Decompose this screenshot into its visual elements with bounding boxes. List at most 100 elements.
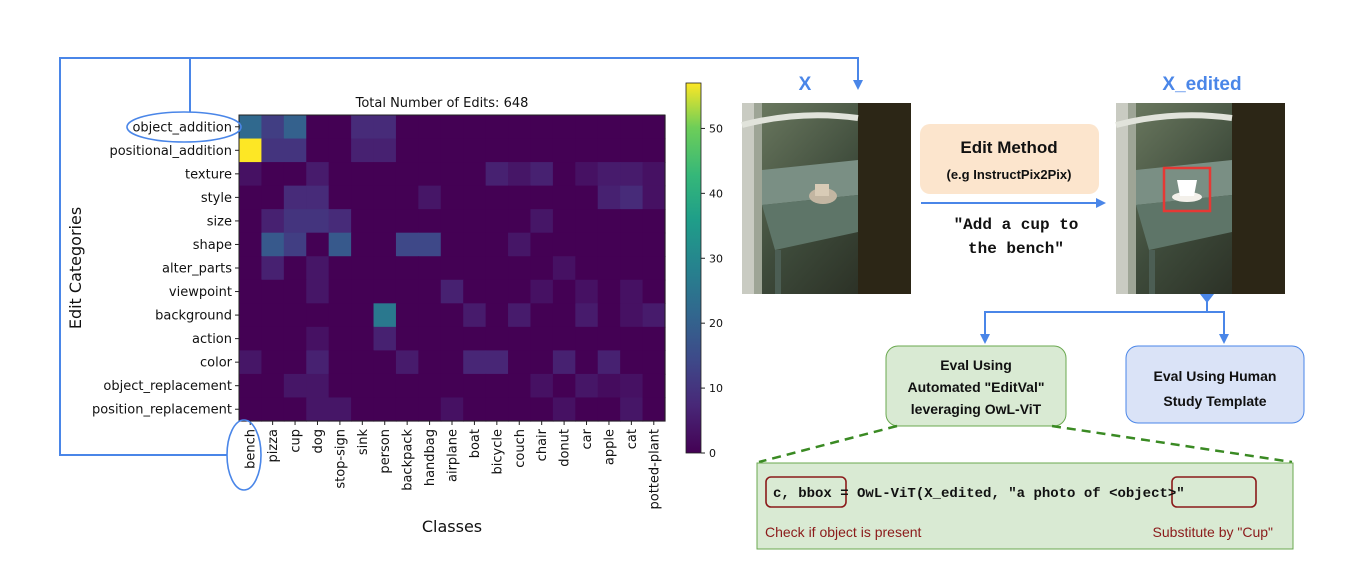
heatmap-cell	[239, 279, 263, 304]
heatmap-cell	[261, 138, 285, 163]
heatmap-cell	[283, 256, 307, 281]
heatmap-cell	[508, 138, 532, 163]
heatmap-cell	[373, 209, 397, 234]
x-tick-label: car	[580, 428, 595, 449]
heatmap-cell	[620, 138, 644, 163]
heatmap-cell	[620, 209, 644, 234]
detected-cup-bbox	[1162, 166, 1212, 213]
heatmap-cell	[373, 373, 397, 399]
colorbar	[685, 82, 702, 454]
heatmap-cell	[239, 326, 263, 351]
heatmap-cell	[328, 209, 352, 234]
heatmap-cell	[418, 279, 442, 304]
heatmap-cell	[306, 138, 330, 163]
heatmap-cell	[328, 303, 352, 328]
heatmap-cell	[620, 232, 644, 257]
heatmap-cell	[261, 350, 285, 375]
heatmap-cell	[620, 397, 644, 422]
colorbar-tick-label: 0	[709, 447, 716, 460]
heatmap-cell	[530, 115, 554, 140]
heatmap-cell	[306, 373, 330, 399]
heatmap-cell	[440, 209, 464, 234]
heatmap-cell	[283, 279, 307, 304]
heatmap-cell	[530, 326, 554, 351]
heatmap-cell	[239, 256, 263, 281]
chart-title: Total Number of Edits: 648	[355, 96, 529, 111]
heatmap-cell	[597, 256, 621, 281]
heatmap-cell	[328, 115, 352, 140]
heatmap-cell	[575, 350, 599, 375]
x-tick-label: airplane	[446, 429, 461, 482]
x-tick-label: backpack	[401, 429, 416, 491]
heatmap-cell	[530, 256, 554, 281]
heatmap-cell	[485, 232, 509, 257]
x-image-title: X	[799, 74, 812, 95]
heatmap-cell	[485, 209, 509, 234]
heatmap-cell	[239, 397, 263, 422]
colorbar-tick-label: 40	[709, 187, 723, 200]
heatmap-cell	[620, 115, 644, 140]
heatmap-cell	[440, 138, 464, 163]
heatmap-cell	[239, 115, 263, 140]
heatmap-cell	[261, 232, 285, 257]
heatmap-cell	[373, 256, 397, 281]
heatmap-cell	[328, 373, 352, 399]
heatmap-cell	[395, 350, 419, 375]
heatmap-cell	[440, 256, 464, 281]
heatmap-cell	[306, 115, 330, 140]
y-tick-label: style	[201, 191, 232, 206]
heatmap-cell	[261, 326, 285, 351]
heatmap-cell	[485, 185, 509, 210]
heatmap-cell	[552, 209, 576, 234]
heatmap-cell	[418, 397, 442, 422]
colorbar-ticks: 0 10 20 30 40 50	[701, 122, 723, 460]
y-tick-label: alter_parts	[162, 262, 232, 277]
heatmap-cell	[418, 303, 442, 328]
heatmap-cell	[530, 185, 554, 210]
heatmap-cell	[261, 373, 285, 399]
heatmap-cell	[508, 326, 532, 351]
heatmap-cell	[620, 326, 644, 351]
heatmap-cell	[508, 373, 532, 399]
heatmap-cell	[620, 162, 644, 187]
heatmap-cell	[440, 397, 464, 422]
heatmap-cell	[552, 326, 576, 351]
y-tick-label: color	[200, 356, 233, 371]
heatmap-cell	[418, 232, 442, 257]
object-highlight	[1171, 476, 1257, 508]
heatmap-cell	[395, 326, 419, 351]
heatmap-cell	[530, 209, 554, 234]
heatmap-cell	[306, 256, 330, 281]
code-object: <object>"	[1109, 486, 1185, 502]
y-tick-label: shape	[193, 238, 232, 253]
code-line: c, bbox = OwL-ViT(X_edited, "a photo of …	[773, 486, 1185, 502]
heatmap-cell	[283, 209, 307, 234]
heatmap-cell	[597, 232, 621, 257]
heatmap-cell	[306, 279, 330, 304]
heatmap-cell	[508, 209, 532, 234]
heatmap-cell	[530, 279, 554, 304]
heatmap-cell	[418, 326, 442, 351]
heatmap-cell	[530, 350, 554, 375]
heatmap-cell	[642, 138, 666, 163]
code-call: = OwL-ViT(X_edited, "a photo of	[832, 486, 1109, 502]
heatmap-cell	[395, 115, 419, 140]
colorbar-tick-label: 10	[709, 382, 723, 395]
heatmap-cell	[306, 326, 330, 351]
heatmap-cell	[508, 279, 532, 304]
heatmap-cell	[620, 256, 644, 281]
heatmap-cell	[306, 162, 330, 187]
heatmap-cell	[575, 115, 599, 140]
heatmap-cell	[642, 232, 666, 257]
heatmap-cell	[552, 185, 576, 210]
heatmap-cell	[306, 397, 330, 422]
heatmap-cell	[597, 326, 621, 351]
heatmap-cell	[306, 350, 330, 375]
y-tick-labels: object_addition positional_additiontextur…	[92, 120, 239, 418]
prompt-line-1: "Add a cup to	[954, 216, 1079, 234]
heatmap-cell	[508, 185, 532, 210]
heatmap-cell	[239, 232, 263, 257]
heatmap-cell	[530, 373, 554, 399]
heatmap-cell	[351, 373, 375, 399]
auto-eval-line-3: leveraging OwL-ViT	[911, 401, 1042, 417]
